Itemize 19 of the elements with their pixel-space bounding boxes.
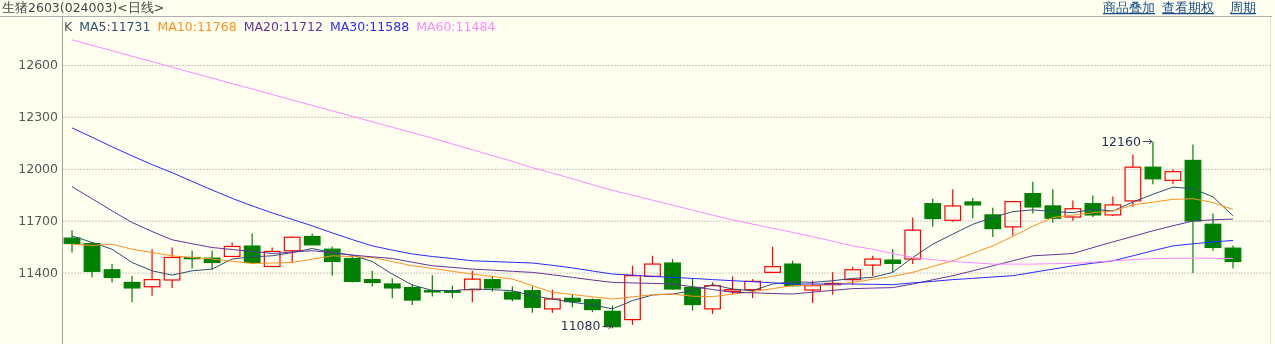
- y-tick-label: 12000: [18, 161, 59, 177]
- text: MA5:11731: [79, 19, 151, 34]
- text: 查看期权: [1162, 0, 1214, 15]
- text: MA20:11712: [243, 19, 323, 34]
- text: 周期: [1230, 0, 1256, 15]
- y-tick-label: 11400: [18, 265, 59, 281]
- chart-title: 生猪2603(024003)<日线>: [2, 0, 165, 15]
- text: MA30:11588: [329, 19, 410, 34]
- y-tick-label: 11700: [18, 213, 59, 229]
- text: MA60:11484: [416, 19, 496, 34]
- text: 商品叠加: [1103, 0, 1155, 15]
- text: MA10:11768: [157, 19, 237, 34]
- annotation: K: [64, 19, 73, 34]
- y-tick-label: 12600: [18, 57, 59, 73]
- arrow-note: 11080: [560, 318, 612, 334]
- arrow-note: 12160: [1101, 133, 1153, 149]
- annotation: 11080: [560, 318, 601, 334]
- y-tick-label: 12300: [18, 109, 59, 125]
- annotation: 12160: [1101, 133, 1141, 149]
